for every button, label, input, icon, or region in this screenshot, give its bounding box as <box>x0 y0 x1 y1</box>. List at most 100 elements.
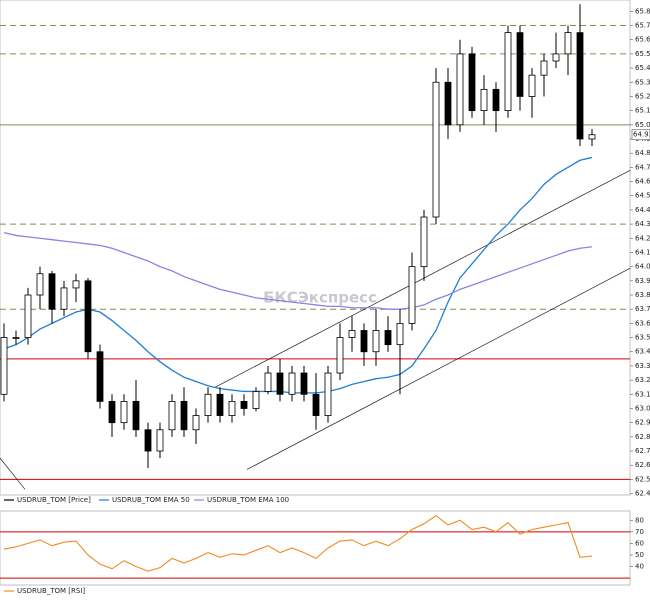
candle-body <box>132 400 140 431</box>
candle-body <box>480 88 488 112</box>
candle-body <box>276 372 284 395</box>
y-tick-label: 60 <box>635 539 644 547</box>
candle-body <box>504 32 512 112</box>
candle-body <box>180 400 188 431</box>
candle-body <box>24 294 32 338</box>
y-tick-label: 70 <box>635 528 644 536</box>
y-tick-label: 65.0 <box>635 121 650 129</box>
candle-body <box>384 330 392 346</box>
y-tick-label: 62.4 <box>635 490 650 498</box>
y-tick-label: 50 <box>635 551 644 559</box>
trend-line <box>0 457 26 490</box>
candle-body <box>192 415 200 431</box>
candle-body <box>312 393 320 416</box>
candle-body <box>84 280 92 353</box>
last-price-label: 64.93 <box>633 131 650 139</box>
y-tick-label: 63.6 <box>635 319 650 327</box>
trend-line <box>246 267 631 470</box>
y-tick-label: 62.8 <box>635 433 650 441</box>
y-tick-label: 64.3 <box>635 220 650 228</box>
candle-body <box>204 393 212 416</box>
trend-line <box>215 169 631 388</box>
candle-body <box>120 400 128 424</box>
candle-body <box>372 330 380 353</box>
y-tick-label: 62.5 <box>635 475 650 483</box>
y-tick-label: 65.8 <box>635 7 650 15</box>
candle-body <box>0 337 8 395</box>
candle-body <box>108 400 116 424</box>
y-tick-label: 62.7 <box>635 447 650 455</box>
y-tick-label: 63.4 <box>635 348 650 356</box>
candle-body <box>48 273 56 310</box>
candle-body <box>216 393 224 416</box>
y-tick-label: 62.6 <box>635 461 650 469</box>
candle-body <box>588 134 596 140</box>
candle-body <box>528 74 536 97</box>
candle-body <box>252 391 260 409</box>
y-tick-label: 64.0 <box>635 263 650 271</box>
y-tick-label: 63.5 <box>635 334 650 342</box>
y-tick-label: 64.5 <box>635 192 650 200</box>
candle-body <box>36 273 44 296</box>
candle-body <box>456 53 464 126</box>
y-tick-label: 40 <box>635 563 644 571</box>
y-tick-label: 64.4 <box>635 206 650 214</box>
candle-body <box>552 53 560 62</box>
candle-body <box>228 400 236 416</box>
candle-body <box>348 330 356 338</box>
y-tick-label: 62.9 <box>635 419 650 427</box>
candle-body <box>564 32 572 55</box>
candle-body <box>12 337 20 339</box>
rsi-pane <box>0 510 631 586</box>
y-tick-label: 63.1 <box>635 390 650 398</box>
candle-body <box>144 429 152 452</box>
y-tick-label: 65.4 <box>635 64 650 72</box>
candle-body <box>396 322 404 346</box>
price-pane <box>0 0 631 496</box>
ema-line <box>3 231 593 310</box>
candle-body <box>72 280 80 289</box>
candle-body <box>264 372 272 392</box>
candle-body <box>444 81 452 126</box>
candle-body <box>300 372 308 395</box>
candle-body <box>336 337 344 374</box>
y-tick-label: 64.2 <box>635 234 650 242</box>
candle-body <box>516 32 524 97</box>
y-tick-label: 80 <box>635 516 644 524</box>
y-tick-label: 65.6 <box>635 36 650 44</box>
y-tick-label: 64.6 <box>635 178 650 186</box>
y-tick-label: 64.1 <box>635 248 650 256</box>
y-tick-label: 65.1 <box>635 107 650 115</box>
y-tick-label: 63.3 <box>635 362 650 370</box>
candle-body <box>288 372 296 395</box>
legend-label: USDRUB_TOM [RSI] <box>17 587 85 595</box>
candle-body <box>324 372 332 416</box>
y-tick-label: 65.5 <box>635 50 650 58</box>
legend-label: USDRUB_TOM [Price] <box>17 496 91 504</box>
y-tick-label: 64.8 <box>635 149 650 157</box>
y-tick-label: 63.9 <box>635 277 650 285</box>
last-price-box <box>631 129 650 141</box>
candle-body <box>576 32 584 140</box>
candle-body <box>96 351 104 402</box>
y-tick-label: 65.2 <box>635 92 650 100</box>
y-tick-label: 63.0 <box>635 404 650 412</box>
candle-body <box>408 266 416 324</box>
ema-line <box>3 156 593 394</box>
y-tick-label: 63.7 <box>635 305 650 313</box>
rsi-line <box>3 514 593 572</box>
y-tick-label: 64.7 <box>635 163 650 171</box>
watermark: БКСЭкспресс <box>263 289 377 307</box>
candle-body <box>360 330 368 353</box>
y-tick-label: 63.2 <box>635 376 650 384</box>
y-tick-label: 63.8 <box>635 291 650 299</box>
y-tick-label: 65.7 <box>635 22 650 30</box>
candle-body <box>420 216 428 268</box>
legend-label: USDRUB_TOM EMA 100 <box>207 496 289 504</box>
candle-body <box>432 81 440 218</box>
legend-label: USDRUB_TOM EMA 50 <box>112 496 190 504</box>
candle-body <box>468 53 476 112</box>
candle-body <box>168 400 176 431</box>
candle-body <box>60 287 68 310</box>
